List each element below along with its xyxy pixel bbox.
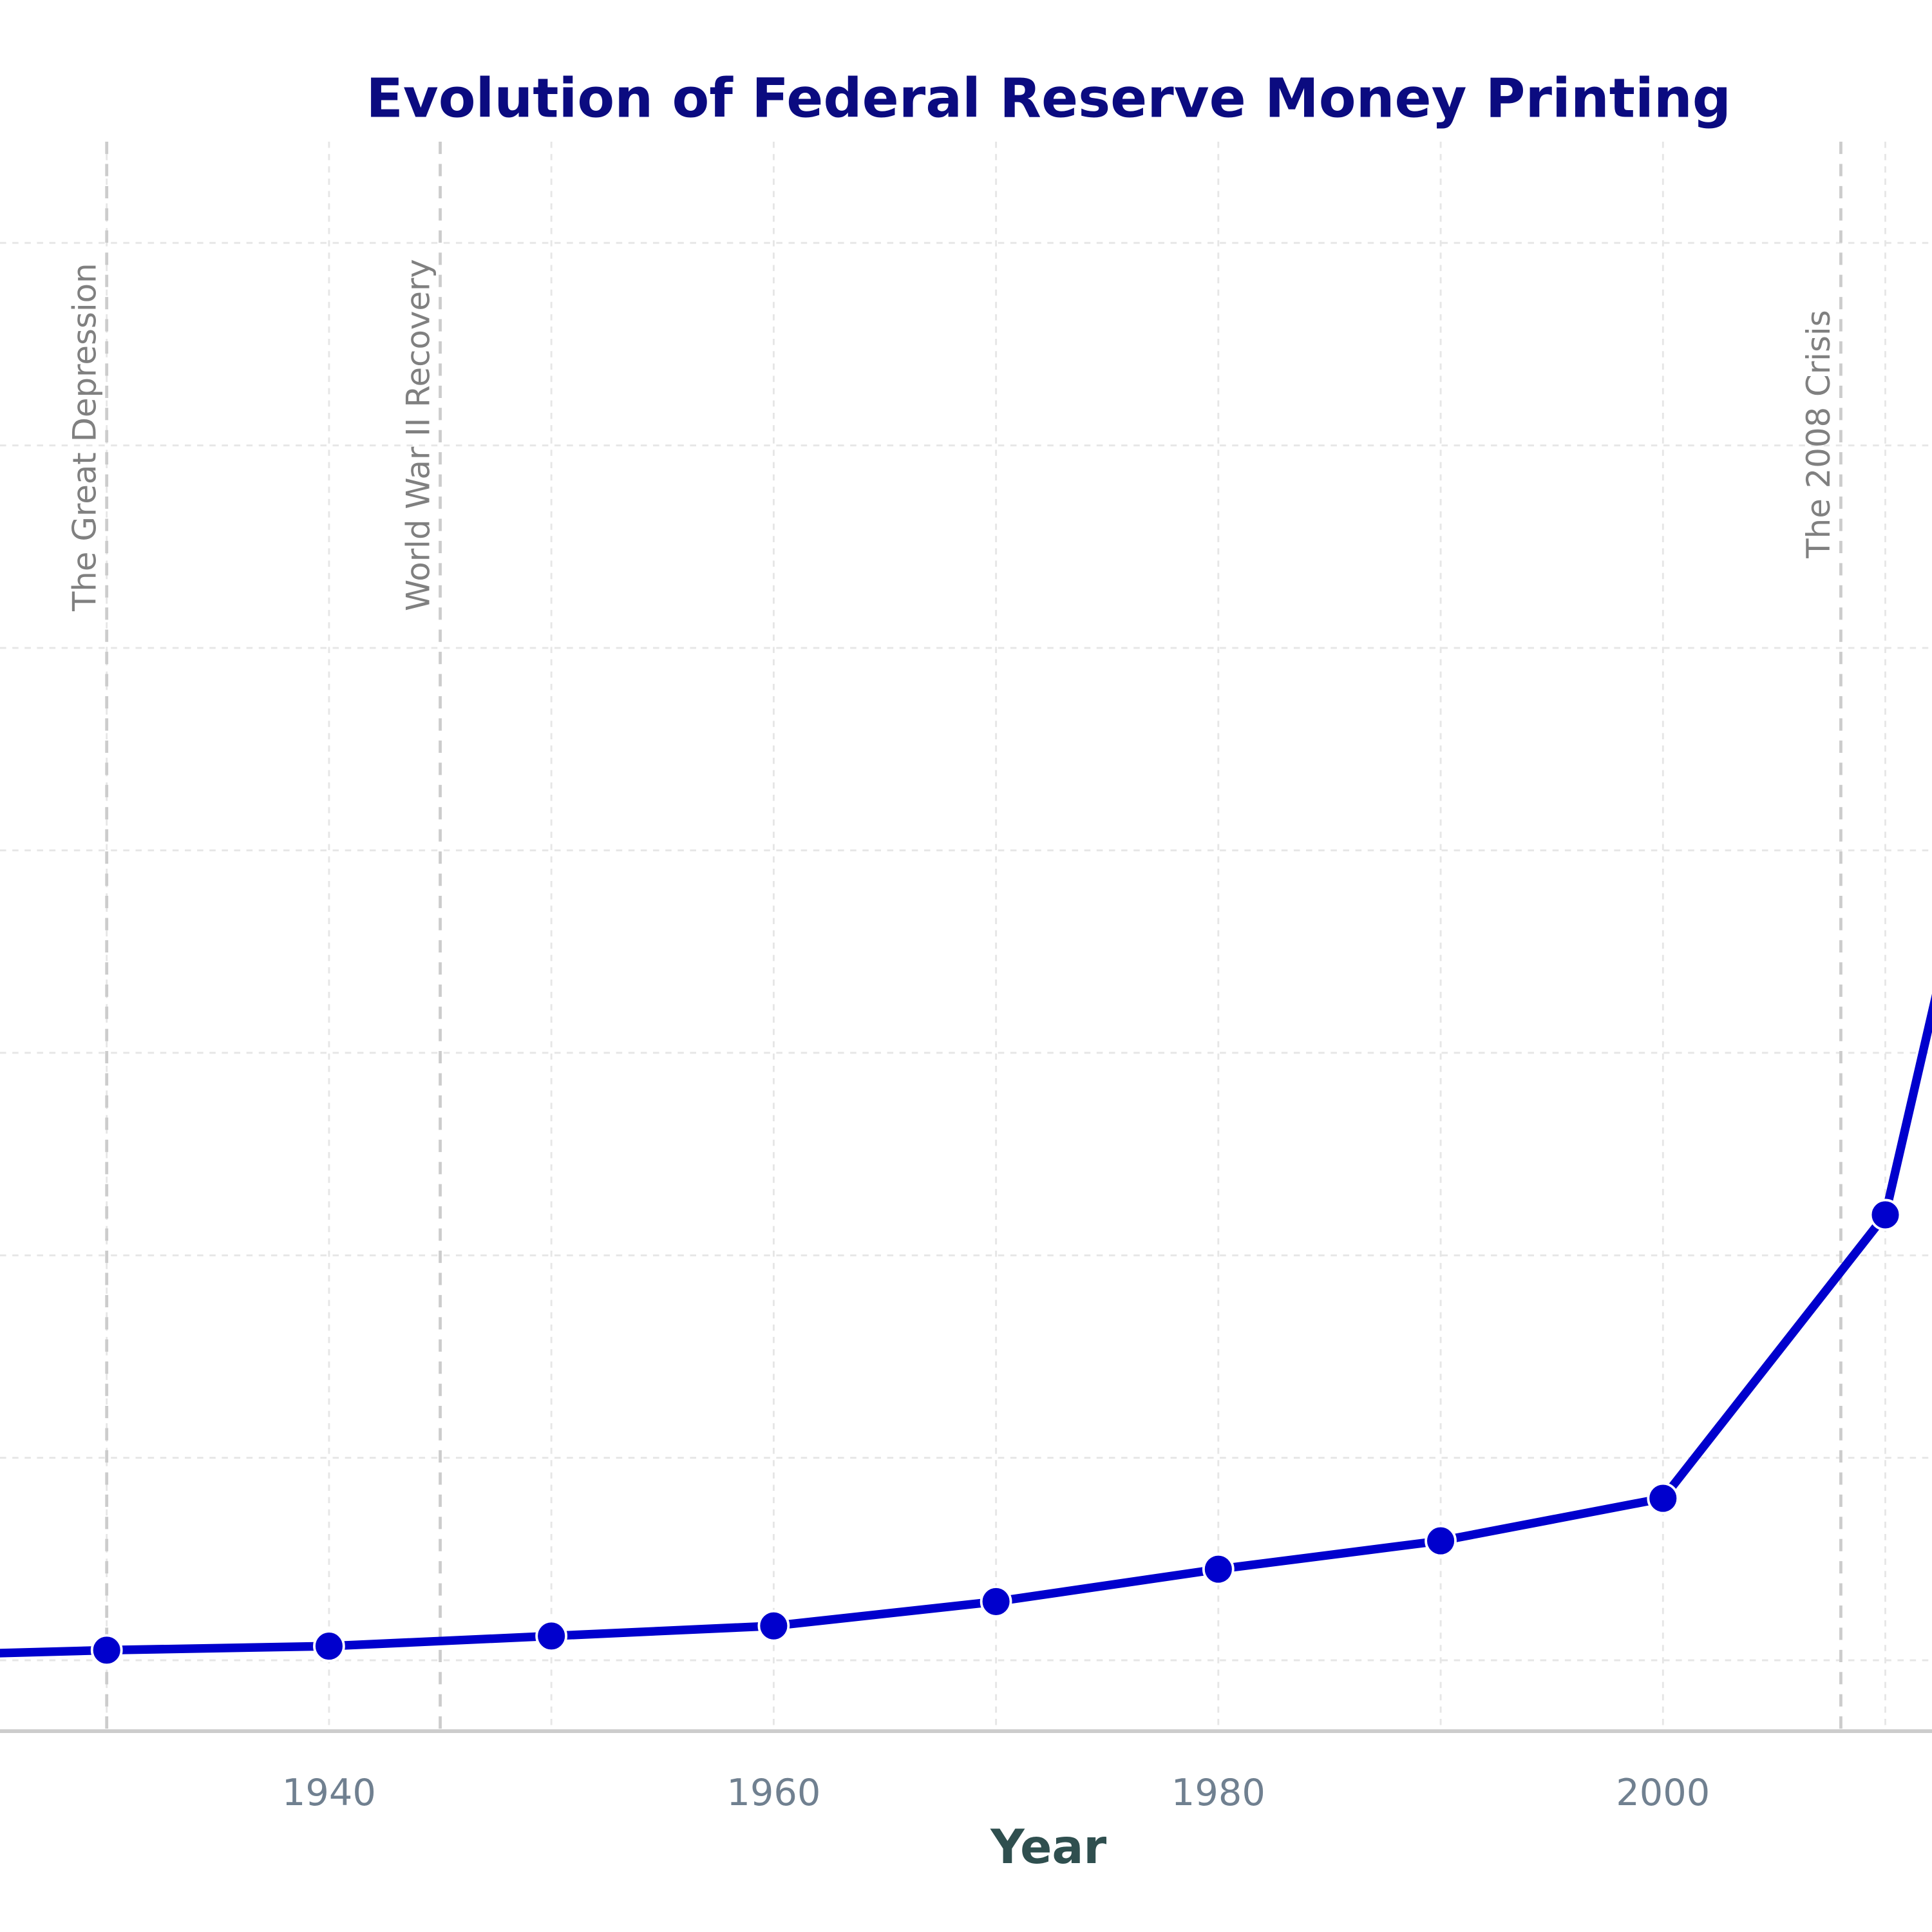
event-label: The Great Depression: [66, 263, 103, 612]
data-point: [1647, 1482, 1680, 1515]
event-label: The 2008 Crisis: [1800, 310, 1837, 558]
x-tick-label: 1940: [282, 1771, 376, 1814]
x-tick-label: 1960: [726, 1771, 820, 1814]
data-point: [90, 1634, 123, 1667]
data-point: [535, 1620, 568, 1653]
grid: [0, 142, 1932, 1732]
data-point: [1869, 1198, 1902, 1231]
event-lines: The Great Depression World War II Recover…: [66, 142, 1842, 1732]
x-axis-label: Year: [990, 1821, 1106, 1875]
x-ticks: 1940 1960 1980 2000: [282, 1771, 1710, 1814]
chart-title: Evolution of Federal Reserve Money Print…: [366, 67, 1731, 130]
data-point: [1202, 1553, 1235, 1586]
series: [0, 994, 1932, 1667]
data-point: [757, 1609, 790, 1642]
data-point: [313, 1630, 345, 1662]
data-point: [980, 1586, 1012, 1618]
x-tick-label: 2000: [1616, 1771, 1710, 1814]
event-label: World War II Recovery: [399, 259, 437, 611]
data-point: [1425, 1524, 1457, 1557]
x-tick-label: 1980: [1171, 1771, 1265, 1814]
series-line: [0, 994, 1932, 1658]
